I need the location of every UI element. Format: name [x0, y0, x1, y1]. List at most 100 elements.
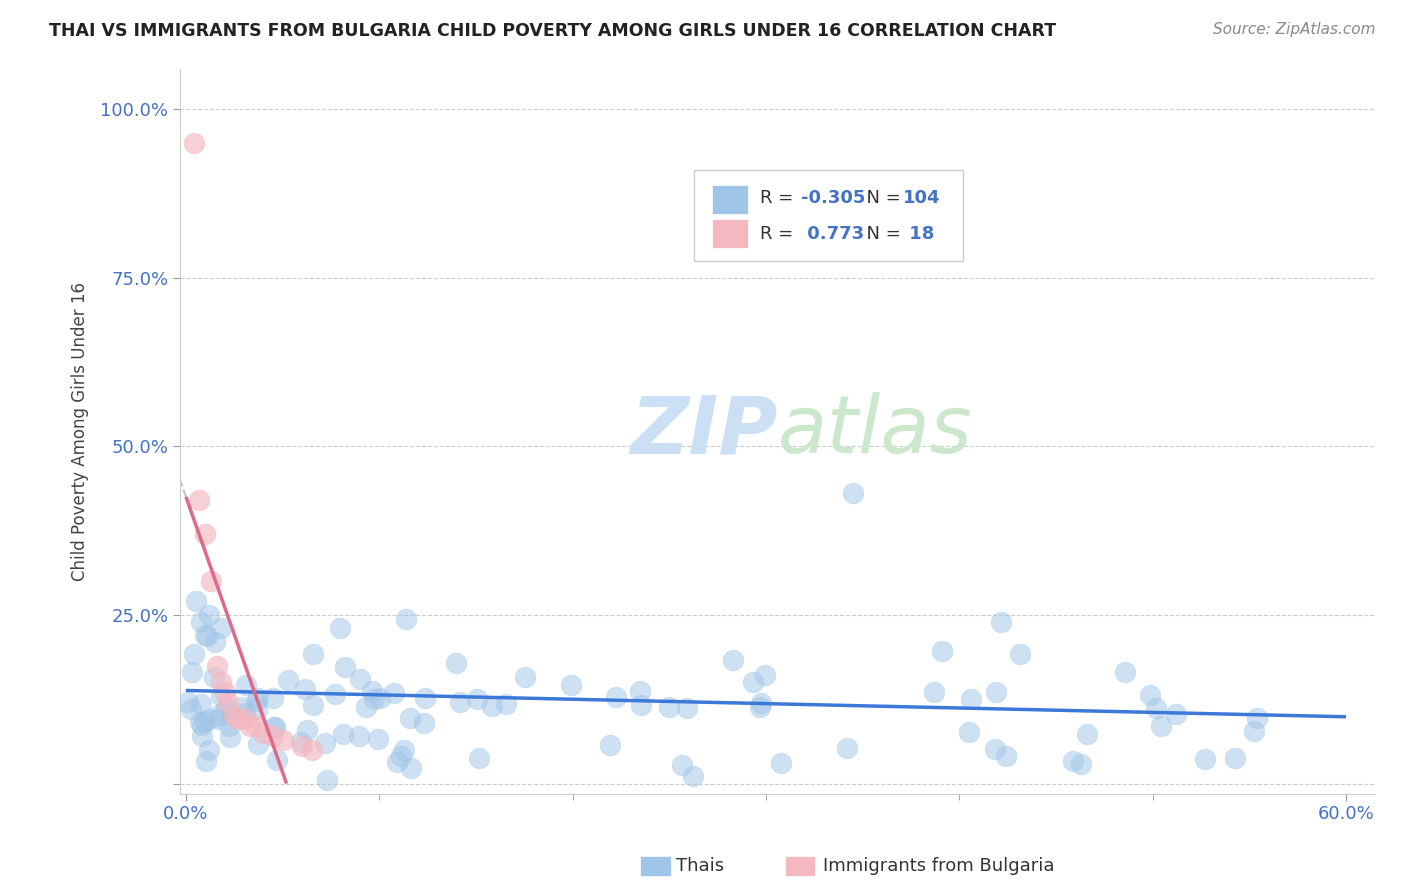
Point	[363, 691, 385, 706]
Point	[481, 698, 503, 713]
Point	[252, 726, 274, 740]
Point	[263, 721, 285, 735]
Point	[1070, 757, 1092, 772]
Point	[1144, 701, 1167, 715]
Point	[835, 740, 858, 755]
Point	[1139, 689, 1161, 703]
Text: Source: ZipAtlas.com: Source: ZipAtlas.com	[1212, 22, 1375, 37]
Point	[190, 697, 212, 711]
Point	[1166, 707, 1188, 722]
Text: Immigrants from Bulgaria: Immigrants from Bulgaria	[823, 857, 1054, 875]
Point	[1243, 724, 1265, 739]
Point	[1194, 752, 1216, 766]
Point	[742, 675, 765, 690]
Point	[1223, 751, 1246, 765]
Text: ZIP: ZIP	[630, 392, 778, 470]
Point	[957, 725, 980, 739]
Point	[191, 718, 214, 732]
Point	[1008, 647, 1031, 661]
Point	[245, 719, 267, 733]
Point	[1246, 711, 1268, 725]
Point	[931, 644, 953, 658]
Point	[1114, 665, 1136, 679]
Point	[197, 743, 219, 757]
Point	[262, 729, 284, 743]
Point	[194, 754, 217, 768]
Point	[209, 621, 232, 635]
Point	[188, 493, 211, 508]
Point	[277, 673, 299, 688]
Point	[367, 732, 389, 747]
Point	[247, 737, 270, 751]
Point	[960, 692, 983, 706]
FancyBboxPatch shape	[711, 185, 748, 213]
Point	[449, 695, 471, 709]
Point	[194, 714, 217, 728]
Point	[560, 678, 582, 692]
Point	[354, 700, 377, 714]
Point	[323, 687, 346, 701]
Point	[221, 708, 243, 723]
Point	[233, 713, 256, 727]
Point	[630, 698, 652, 712]
Point	[749, 700, 772, 714]
Point	[209, 689, 232, 703]
Text: R =: R =	[759, 188, 799, 207]
Point	[191, 729, 214, 743]
Point	[495, 698, 517, 712]
Point	[183, 647, 205, 661]
Text: N =: N =	[855, 225, 907, 243]
Point	[1076, 727, 1098, 741]
Point	[246, 702, 269, 716]
Point	[295, 723, 318, 737]
Text: THAI VS IMMIGRANTS FROM BULGARIA CHILD POVERTY AMONG GIRLS UNDER 16 CORRELATION : THAI VS IMMIGRANTS FROM BULGARIA CHILD P…	[49, 22, 1056, 40]
Point	[413, 715, 436, 730]
Point	[1150, 719, 1173, 733]
Point	[266, 753, 288, 767]
Point	[842, 486, 865, 500]
Point	[984, 742, 1007, 756]
Text: 104: 104	[903, 188, 941, 207]
Point	[219, 730, 242, 744]
Point	[990, 615, 1012, 629]
Point	[1062, 754, 1084, 768]
Point	[749, 696, 772, 710]
Point	[984, 685, 1007, 699]
Point	[190, 615, 212, 629]
Point	[263, 720, 285, 734]
Point	[184, 594, 207, 608]
Point	[200, 574, 222, 589]
FancyBboxPatch shape	[695, 170, 963, 260]
Point	[347, 729, 370, 743]
Point	[177, 695, 200, 709]
Point	[754, 668, 776, 682]
Point	[769, 756, 792, 770]
Text: R =: R =	[759, 225, 799, 243]
Point	[205, 658, 228, 673]
Point	[183, 136, 205, 150]
Point	[316, 773, 339, 788]
Point	[333, 660, 356, 674]
Point	[190, 714, 212, 729]
Point	[382, 686, 405, 700]
Point	[291, 739, 314, 754]
Point	[413, 691, 436, 706]
Point	[214, 700, 236, 714]
Point	[290, 735, 312, 749]
Point	[194, 527, 217, 541]
Point	[302, 647, 325, 661]
Point	[361, 683, 384, 698]
Point	[301, 698, 323, 712]
Point	[229, 700, 252, 714]
Point	[332, 727, 354, 741]
Point	[180, 702, 202, 716]
Point	[180, 665, 202, 680]
Point	[721, 653, 744, 667]
Point	[385, 756, 408, 770]
Point	[329, 621, 352, 635]
Point	[204, 635, 226, 649]
Point	[224, 709, 246, 723]
Point	[301, 743, 323, 757]
Point	[444, 656, 467, 670]
Point	[218, 718, 240, 732]
